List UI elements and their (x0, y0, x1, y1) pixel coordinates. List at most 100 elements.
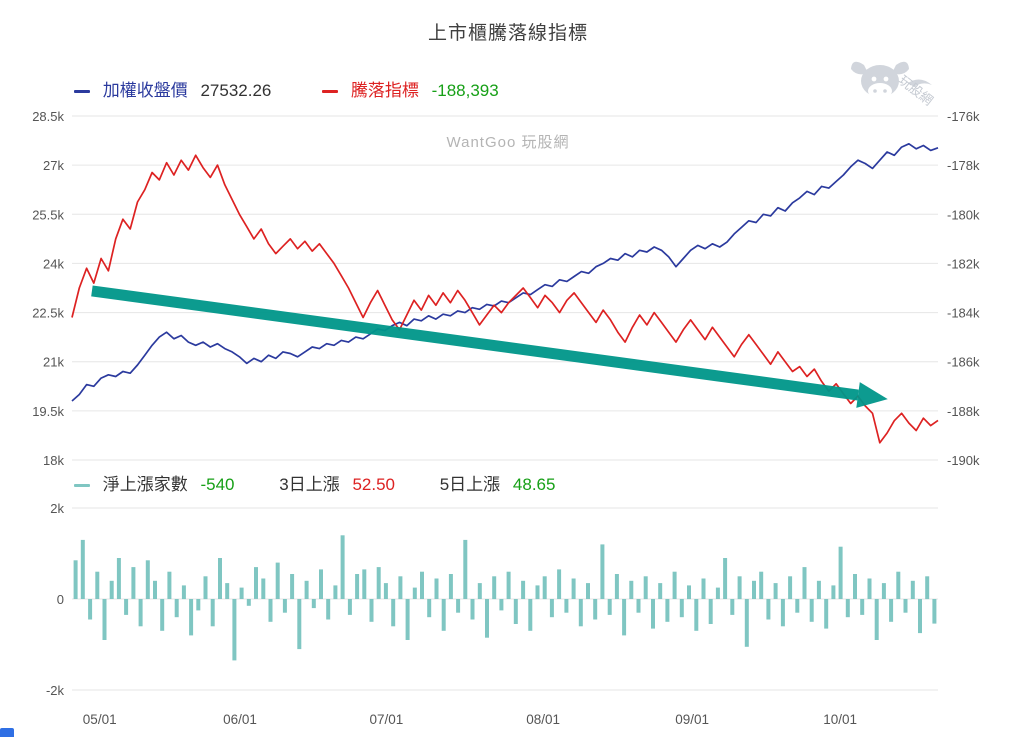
net-advance-bar[interactable] (708, 599, 713, 624)
net-advance-bar[interactable] (831, 585, 836, 600)
legend-net-advances[interactable]: 淨上漲家數 -540 (74, 470, 235, 495)
net-advance-bar[interactable] (549, 599, 554, 618)
net-advance-bar[interactable] (311, 599, 316, 609)
net-advance-bar[interactable] (218, 558, 222, 599)
net-advance-bar[interactable] (333, 585, 338, 600)
legend-3day-up[interactable]: 3日上漲 52.50 (279, 470, 395, 495)
net-advance-bar[interactable] (131, 567, 136, 599)
net-advance-bar[interactable] (824, 599, 829, 629)
legend-5day-up[interactable]: 5日上漲 48.65 (440, 470, 556, 495)
net-advance-bar[interactable] (167, 571, 172, 599)
legend-price[interactable]: 加權收盤價 27532.26 (74, 76, 271, 101)
net-advance-bar[interactable] (838, 546, 843, 599)
net-advance-bar[interactable] (845, 599, 850, 618)
net-advance-bar[interactable] (629, 580, 634, 599)
net-advance-bar[interactable] (788, 576, 793, 600)
net-advance-bar[interactable] (773, 583, 778, 599)
net-advance-bar[interactable] (752, 580, 756, 599)
net-advance-bar[interactable] (347, 599, 352, 615)
net-advance-bar[interactable] (701, 578, 706, 600)
net-advance-bar[interactable] (860, 599, 865, 615)
net-advance-bar[interactable] (853, 574, 857, 599)
net-advance-bar[interactable] (643, 576, 648, 600)
net-advance-bar[interactable] (737, 576, 742, 600)
net-advance-bar[interactable] (181, 585, 186, 600)
net-advance-bar[interactable] (658, 583, 663, 599)
price-line[interactable] (71, 142, 939, 402)
net-advance-bar[interactable] (802, 567, 807, 599)
net-advance-bar[interactable] (715, 587, 720, 599)
net-advance-bar[interactable] (593, 599, 598, 620)
net-advance-bar[interactable] (290, 574, 295, 599)
net-advance-bar[interactable] (795, 599, 800, 613)
net-advance-bar[interactable] (889, 599, 894, 622)
net-advance-bar[interactable] (376, 567, 381, 599)
net-advance-bar[interactable] (196, 599, 201, 611)
net-advance-bar[interactable] (362, 569, 367, 599)
net-advance-bar[interactable] (542, 576, 547, 600)
net-advance-bar[interactable] (355, 574, 360, 599)
net-advance-bar[interactable] (203, 576, 208, 600)
net-advance-bar[interactable] (477, 583, 482, 599)
net-advance-bar[interactable] (398, 576, 403, 600)
net-advance-bar[interactable] (434, 578, 439, 600)
net-advance-bar[interactable] (319, 569, 323, 599)
net-advance-bar[interactable] (109, 580, 114, 599)
net-advance-bar[interactable] (153, 580, 157, 599)
net-advance-bar[interactable] (578, 599, 583, 627)
net-advance-bar[interactable] (282, 599, 287, 613)
net-advance-bar[interactable] (881, 583, 886, 599)
net-advance-bar[interactable] (687, 585, 691, 600)
net-advance-bar[interactable] (124, 599, 129, 615)
net-advance-bar[interactable] (254, 567, 258, 599)
net-advance-bar[interactable] (485, 599, 489, 638)
net-advance-bar[interactable] (521, 580, 526, 599)
net-advance-bar[interactable] (297, 599, 302, 650)
ad-indicator-line[interactable] (71, 154, 939, 444)
net-advance-bar[interactable] (499, 599, 504, 611)
net-advance-bar[interactable] (116, 558, 121, 599)
net-advance-bar[interactable] (326, 599, 331, 620)
net-advance-bar[interactable] (232, 599, 237, 661)
net-advance-bar[interactable] (636, 599, 641, 613)
net-advance-bar[interactable] (867, 578, 872, 600)
net-advance-bar[interactable] (174, 599, 179, 618)
net-advance-bar[interactable] (528, 599, 533, 631)
net-advance-bar[interactable] (268, 599, 273, 622)
net-advance-bar[interactable] (225, 583, 230, 599)
net-advance-bar[interactable] (470, 599, 475, 620)
net-advance-bar[interactable] (759, 571, 764, 599)
net-advance-bar[interactable] (492, 576, 497, 600)
net-advance-bar[interactable] (586, 583, 590, 599)
net-advance-bar[interactable] (816, 580, 821, 599)
net-advance-bar[interactable] (275, 562, 280, 599)
net-advance-bar[interactable] (304, 580, 309, 599)
net-advance-bar[interactable] (932, 599, 937, 624)
net-advance-bar[interactable] (189, 599, 194, 636)
net-advance-bar[interactable] (420, 571, 424, 599)
net-advance-bar[interactable] (239, 587, 244, 599)
net-advance-bar[interactable] (506, 571, 511, 599)
net-advance-bar[interactable] (391, 599, 396, 627)
net-advance-bar[interactable] (448, 574, 453, 599)
net-advance-bar[interactable] (780, 599, 785, 627)
net-advance-bar[interactable] (571, 578, 576, 600)
net-advance-bar[interactable] (246, 599, 251, 606)
net-advance-bar[interactable] (383, 583, 388, 599)
net-advance-bar[interactable] (744, 599, 749, 647)
net-advance-bar[interactable] (412, 587, 417, 599)
net-advance-bar[interactable] (513, 599, 518, 624)
net-advance-bar[interactable] (73, 560, 78, 599)
net-advance-bar[interactable] (809, 599, 814, 622)
net-advance-bar[interactable] (441, 599, 446, 631)
net-advance-bar[interactable] (600, 544, 605, 599)
net-advance-bar[interactable] (607, 599, 612, 615)
net-advance-bar[interactable] (614, 574, 619, 599)
net-advance-bar[interactable] (88, 599, 93, 620)
net-advance-bar[interactable] (535, 585, 540, 600)
net-advance-bar[interactable] (261, 578, 266, 600)
net-advance-bar[interactable] (405, 599, 410, 640)
net-advance-bar[interactable] (463, 539, 468, 599)
net-advance-bar[interactable] (80, 539, 85, 599)
net-advance-bar[interactable] (651, 599, 655, 629)
